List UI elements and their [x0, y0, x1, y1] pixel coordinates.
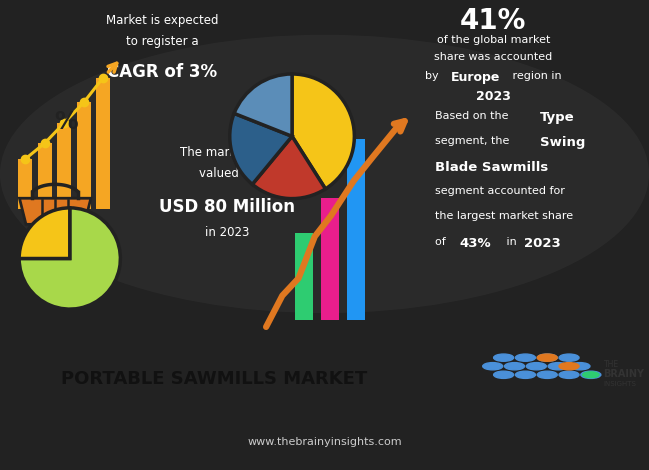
Text: CAGR of 3%: CAGR of 3% — [107, 63, 217, 80]
Circle shape — [515, 371, 535, 378]
Polygon shape — [19, 198, 91, 224]
Ellipse shape — [0, 35, 649, 313]
Text: PORTABLE SAWMILLS MARKET: PORTABLE SAWMILLS MARKET — [61, 370, 367, 388]
Circle shape — [494, 354, 513, 361]
Wedge shape — [19, 208, 70, 258]
FancyBboxPatch shape — [347, 139, 365, 320]
Text: segment accounted for: segment accounted for — [435, 187, 565, 196]
Text: segment, the: segment, the — [435, 136, 513, 146]
Text: share was accounted: share was accounted — [434, 52, 552, 62]
Text: The market was: The market was — [180, 146, 275, 159]
Circle shape — [548, 363, 568, 370]
Text: %: % — [55, 110, 78, 134]
FancyBboxPatch shape — [18, 159, 32, 209]
Circle shape — [483, 363, 503, 370]
Text: of the global market: of the global market — [437, 35, 550, 45]
Circle shape — [537, 354, 557, 361]
Circle shape — [537, 354, 557, 361]
Circle shape — [537, 371, 557, 378]
Text: by: by — [425, 71, 442, 81]
Text: in 2023: in 2023 — [205, 226, 249, 239]
Text: 2023: 2023 — [476, 90, 511, 103]
Text: THE: THE — [604, 360, 618, 369]
Circle shape — [515, 354, 535, 361]
Text: 2023: 2023 — [524, 236, 561, 250]
Text: BRAINY: BRAINY — [604, 369, 644, 379]
Text: USD 80 Million: USD 80 Million — [159, 198, 295, 216]
Wedge shape — [234, 74, 292, 136]
Circle shape — [559, 354, 579, 361]
Text: INSIGHTS: INSIGHTS — [604, 381, 637, 387]
Text: valued at: valued at — [199, 167, 255, 180]
Text: in: in — [503, 236, 520, 246]
Text: Blade Sawmills: Blade Sawmills — [435, 161, 548, 174]
Text: Swing: Swing — [540, 136, 585, 149]
FancyBboxPatch shape — [96, 78, 110, 209]
Text: Market is expected: Market is expected — [106, 14, 219, 27]
Circle shape — [583, 372, 599, 378]
Text: the largest market share: the largest market share — [435, 212, 573, 221]
Text: Based on the: Based on the — [435, 111, 512, 121]
Text: to register a: to register a — [126, 35, 199, 48]
Wedge shape — [292, 74, 354, 189]
FancyBboxPatch shape — [321, 198, 339, 320]
Wedge shape — [19, 208, 120, 309]
Circle shape — [570, 363, 590, 370]
Text: of: of — [435, 236, 449, 246]
Text: 43%: 43% — [459, 236, 491, 250]
Text: 41%: 41% — [460, 7, 526, 35]
FancyBboxPatch shape — [38, 143, 52, 209]
Wedge shape — [252, 136, 325, 199]
Circle shape — [504, 363, 524, 370]
Circle shape — [559, 371, 579, 378]
Circle shape — [559, 363, 579, 370]
Circle shape — [526, 363, 546, 370]
Wedge shape — [230, 113, 292, 184]
Text: Type: Type — [540, 111, 574, 124]
Text: region in: region in — [509, 71, 562, 81]
Text: Europe: Europe — [451, 71, 500, 84]
FancyBboxPatch shape — [295, 233, 313, 320]
Text: www.thebrainyinsights.com: www.thebrainyinsights.com — [247, 437, 402, 447]
FancyBboxPatch shape — [77, 102, 91, 209]
Circle shape — [581, 371, 601, 378]
Circle shape — [494, 371, 513, 378]
FancyBboxPatch shape — [57, 123, 71, 209]
